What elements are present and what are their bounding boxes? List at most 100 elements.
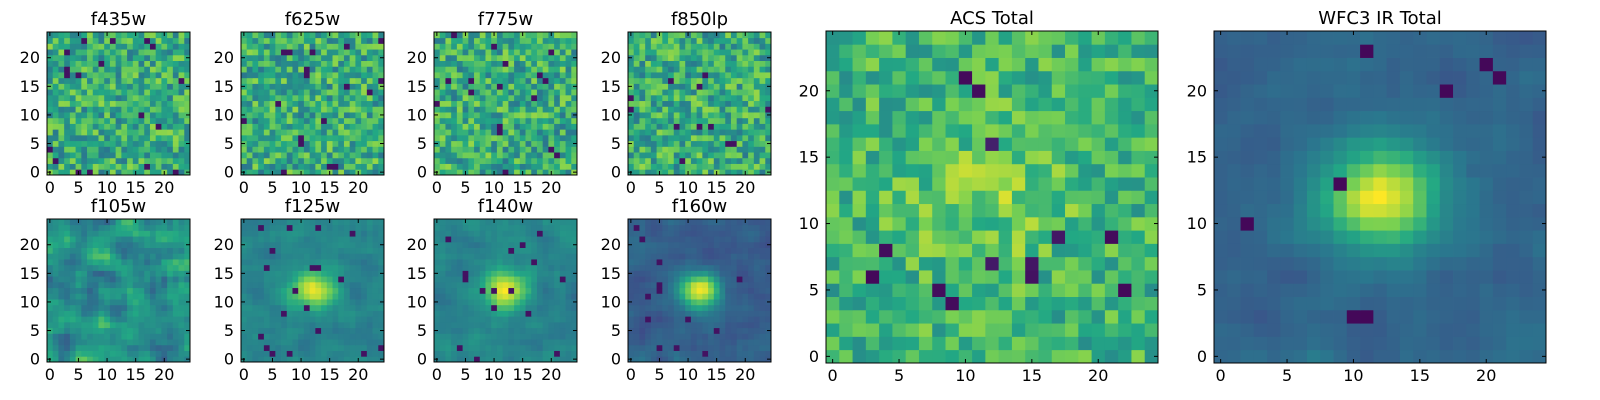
image-pixel — [451, 224, 458, 231]
image-pixel — [149, 310, 157, 317]
image-pixel — [246, 339, 253, 346]
image-pixel — [502, 333, 509, 340]
image-pixel — [127, 224, 134, 231]
image-pixel — [668, 310, 675, 317]
image-pixel — [378, 72, 385, 79]
image-pixel — [554, 264, 561, 271]
image-pixel — [332, 140, 339, 147]
image-pixel — [502, 287, 509, 294]
image-pixel — [309, 230, 316, 237]
x-tick-label: 5 — [654, 178, 664, 197]
image-pixel — [378, 94, 385, 102]
image-pixel — [286, 230, 293, 237]
image-pixel — [479, 140, 486, 147]
image-pixel — [479, 281, 486, 289]
image-pixel — [69, 112, 76, 119]
image-pixel — [554, 259, 561, 266]
image-pixel — [115, 134, 122, 142]
image-pixel — [451, 106, 458, 113]
image-pixel — [372, 304, 379, 311]
image-pixel — [361, 89, 368, 96]
image-pixel — [64, 100, 71, 107]
image-pixel — [104, 327, 111, 334]
image-pixel — [149, 60, 157, 67]
image-pixel — [536, 32, 544, 39]
image-pixel — [98, 270, 105, 277]
image-pixel — [679, 287, 686, 294]
image-pixel — [439, 321, 446, 329]
image-pixel — [87, 169, 94, 176]
image-pixel — [491, 253, 498, 260]
image-pixel — [149, 49, 157, 56]
image-pixel — [748, 344, 755, 351]
image-pixel — [269, 89, 276, 96]
image-pixel — [531, 259, 538, 266]
image-pixel — [258, 169, 265, 176]
image-pixel — [468, 304, 475, 311]
image-pixel — [479, 54, 486, 61]
image-pixel — [508, 247, 515, 254]
image-pixel — [321, 163, 328, 170]
image-pixel — [58, 259, 65, 266]
image-pixel — [127, 100, 134, 107]
image-pixel — [241, 230, 248, 237]
image-pixel — [559, 117, 566, 124]
image-pixel — [759, 310, 766, 317]
image-pixel — [184, 287, 191, 294]
image-pixel — [650, 281, 657, 289]
image-pixel — [64, 321, 71, 329]
image-pixel — [64, 276, 71, 283]
image-pixel — [87, 316, 94, 323]
image-pixel — [468, 37, 475, 44]
image-pixel — [531, 339, 538, 346]
image-pixel — [138, 66, 145, 73]
image-pixel — [445, 157, 452, 164]
image-pixel — [462, 157, 469, 164]
image-pixel — [439, 112, 446, 119]
image-pixel — [349, 339, 356, 346]
image-pixel — [64, 146, 71, 153]
image-pixel — [542, 344, 549, 351]
image-pixel — [525, 259, 532, 266]
image-pixel — [121, 310, 128, 317]
image-pixel — [343, 77, 351, 84]
image-pixel — [496, 333, 504, 340]
image-pixel — [668, 152, 675, 159]
image-pixel — [64, 316, 71, 323]
image-pixel — [104, 72, 111, 79]
image-pixel — [303, 134, 311, 142]
image-pixel — [252, 152, 259, 159]
image-pixel — [64, 327, 71, 334]
image-pixel — [281, 224, 288, 231]
image-pixel — [326, 304, 333, 311]
image-pixel — [525, 117, 532, 124]
image-pixel — [286, 276, 293, 283]
image-pixel — [565, 299, 572, 306]
image-pixel — [75, 60, 82, 67]
image-pixel — [349, 281, 356, 289]
image-pixel — [258, 253, 265, 260]
image-pixel — [343, 129, 351, 136]
x-tick-label: 15 — [319, 365, 339, 384]
image-pixel — [456, 163, 463, 170]
image-pixel — [462, 49, 469, 56]
image-pixel — [496, 152, 504, 159]
image-pixel — [309, 350, 316, 357]
image-pixel — [161, 94, 168, 102]
image-pixel — [696, 293, 703, 300]
image-pixel — [47, 264, 54, 271]
image-pixel — [121, 219, 128, 226]
image-pixel — [155, 253, 162, 260]
image-pixel — [109, 230, 117, 237]
image-pixel — [485, 43, 492, 50]
image-pixel — [554, 236, 561, 243]
image-pixel — [525, 276, 532, 283]
image-pixel — [696, 321, 703, 329]
image-pixel — [434, 60, 441, 67]
image-pixel — [485, 146, 492, 153]
image-pixel — [161, 241, 168, 248]
image-pixel — [326, 253, 333, 260]
image-pixel — [167, 253, 174, 260]
image-pixel — [355, 333, 362, 340]
image-pixel — [679, 43, 686, 50]
